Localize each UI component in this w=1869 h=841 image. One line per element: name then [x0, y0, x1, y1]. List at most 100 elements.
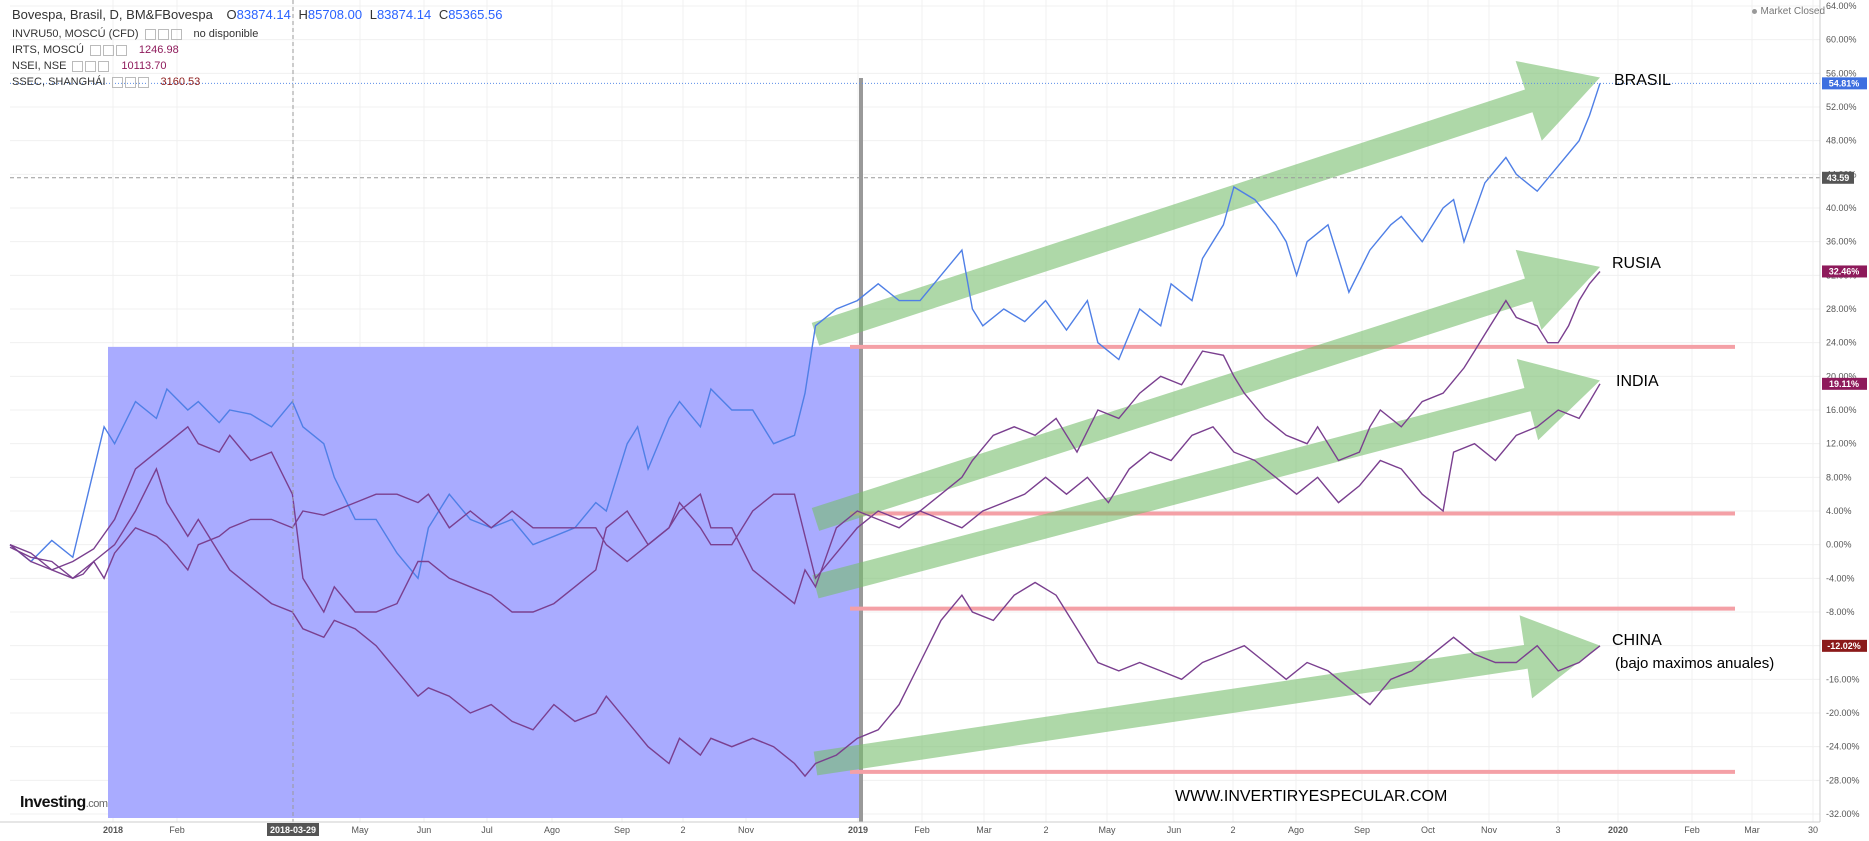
label-brasil: BRASIL — [1614, 72, 1671, 89]
x-tick-label: May — [351, 825, 369, 835]
x-tick-label: 2019 — [848, 825, 868, 835]
comparison-value: 1246.98 — [138, 44, 179, 56]
comparison-name[interactable]: SSEC, SHANGHÁI — [12, 76, 106, 88]
series-line-nsei — [9, 383, 1601, 614]
close-icon[interactable] — [98, 60, 110, 72]
x-tick-label: May — [1098, 825, 1116, 835]
comparison-buttons[interactable] — [72, 58, 111, 74]
settings-icon[interactable] — [89, 44, 101, 56]
legend: Bovespa, Brasil, D, BM&FBovespa O 83874.1… — [12, 6, 502, 90]
y-tick-label: 20.00% — [1826, 371, 1857, 381]
x-tick-label: Mar — [976, 825, 992, 835]
hide-icon[interactable] — [85, 60, 97, 72]
y-tick-label: -20.00% — [1826, 708, 1860, 718]
y-tick-label: 8.00% — [1826, 472, 1852, 482]
y-tick-label: 28.00% — [1826, 304, 1857, 314]
close-icon[interactable] — [115, 44, 127, 56]
close-icon[interactable] — [170, 28, 182, 40]
y-tick-label: 36.00% — [1826, 237, 1857, 247]
market-status: Market Closed — [1751, 6, 1825, 17]
price-badges: 54.81% 32.46% 19.11% -12.02% 43.59 — [1822, 77, 1867, 652]
comparison-value: no disponible — [193, 28, 259, 40]
comparison-name[interactable]: INVRU50, MOSCÚ (CFD) — [12, 28, 139, 40]
y-tick-label: 12.00% — [1826, 439, 1857, 449]
y-tick-label: 48.00% — [1826, 136, 1857, 146]
comparison-name[interactable]: NSEI, NSE — [12, 60, 67, 72]
close-icon[interactable] — [137, 76, 149, 88]
comparison-row[interactable]: IRTS, MOSCÚ 1246.98 — [12, 42, 502, 58]
ohlc-values: O83874.14 H85708.00 L83874.14 C85365.56 — [222, 7, 502, 22]
close-value: 85365.56 — [448, 7, 503, 22]
x-tick-label: Ago — [544, 825, 560, 835]
x-tick-label: Jul — [481, 825, 493, 835]
x-tick-label: Ago — [1288, 825, 1304, 835]
comparison-buttons[interactable] — [144, 26, 184, 42]
y-tick-label: -4.00% — [1826, 573, 1855, 583]
website-label: WWW.INVERTIRYESPECULAR.COM — [1175, 788, 1448, 805]
hide-icon[interactable] — [124, 76, 136, 88]
settings-icon[interactable] — [72, 60, 84, 72]
open-label: O — [226, 7, 237, 22]
label-rusia: RUSIA — [1612, 255, 1661, 272]
settings-icon[interactable] — [144, 28, 156, 40]
crosshair-date-label: 2018-03-29 — [270, 825, 316, 835]
x-tick-label: 2 — [1043, 825, 1048, 835]
y-tick-label: -28.00% — [1826, 775, 1860, 785]
hide-icon[interactable] — [102, 44, 114, 56]
comparison-buttons[interactable] — [111, 74, 151, 90]
settings-icon[interactable] — [111, 76, 123, 88]
comparison-value: 10113.70 — [121, 60, 167, 72]
series-line-ssec — [9, 467, 1601, 778]
status-dot-icon — [1751, 8, 1757, 14]
investing-logo[interactable]: Investing.com — [20, 794, 108, 812]
series-line-bovespa — [9, 83, 1601, 580]
comparison-name[interactable]: IRTS, MOSCÚ — [12, 44, 84, 56]
price-badge — [1822, 377, 1867, 390]
price-badge — [1822, 265, 1867, 278]
y-tick-label: -16.00% — [1826, 674, 1860, 684]
crosshair-date-badge — [267, 823, 319, 836]
trend-arrows — [811, 60, 1600, 776]
y-tick-label: 52.00% — [1826, 102, 1857, 112]
y-tick-label: -24.00% — [1826, 742, 1860, 752]
close-label: C — [438, 7, 449, 22]
comparison-row[interactable]: SSEC, SHANGHÁI 3160.53 — [12, 74, 502, 90]
x-tick-label: 2 — [680, 825, 685, 835]
x-tick-label: 2018 — [103, 825, 123, 835]
comparison-value: 3160.53 — [160, 76, 201, 88]
comparison-row[interactable]: INVRU50, MOSCÚ (CFD) no disponible — [12, 26, 502, 42]
y-tick-label: 60.00% — [1826, 35, 1857, 45]
x-tick-label: Feb — [169, 825, 185, 835]
y-tick-label: 16.00% — [1826, 405, 1857, 415]
logo-domain: .com — [85, 798, 108, 810]
comparison-row[interactable]: NSEI, NSE 10113.70 — [12, 58, 502, 74]
y-tick-label: 4.00% — [1826, 506, 1852, 516]
x-tick-label: Nov — [1481, 825, 1498, 835]
x-tick-label: Sep — [614, 825, 630, 835]
trend-arrow — [813, 615, 1600, 776]
trend-arrow — [811, 60, 1600, 346]
y-tick-label: -8.00% — [1826, 607, 1855, 617]
price-badge — [1822, 639, 1867, 652]
y-tick-label: 56.00% — [1826, 68, 1857, 78]
price-badge-label: -12.02% — [1827, 641, 1861, 651]
x-tick-label: Sep — [1354, 825, 1370, 835]
x-tick-label: Jun — [1167, 825, 1182, 835]
crosshair-value-badge — [1822, 171, 1854, 184]
y-axis: 64.00%60.00%56.00%52.00%48.00%44.00%40.0… — [1819, 0, 1860, 822]
comparison-buttons[interactable] — [89, 42, 129, 58]
x-tick-label: 2 — [1230, 825, 1235, 835]
trend-arrow — [811, 249, 1600, 531]
legend-main-row[interactable]: Bovespa, Brasil, D, BM&FBovespa O 83874.1… — [12, 6, 502, 26]
support-lines — [850, 344, 1735, 774]
low-value: 83874.14 — [376, 7, 432, 22]
x-tick-label: Oct — [1421, 825, 1436, 835]
series-line-irts — [9, 271, 1601, 580]
hide-icon[interactable] — [157, 28, 169, 40]
high-value: 85708.00 — [307, 7, 363, 22]
high-label: H — [298, 7, 308, 22]
main-symbol[interactable]: Bovespa, Brasil, D, BM&FBovespa — [12, 7, 213, 22]
x-tick-label: Feb — [914, 825, 930, 835]
x-tick-label: Feb — [1684, 825, 1700, 835]
